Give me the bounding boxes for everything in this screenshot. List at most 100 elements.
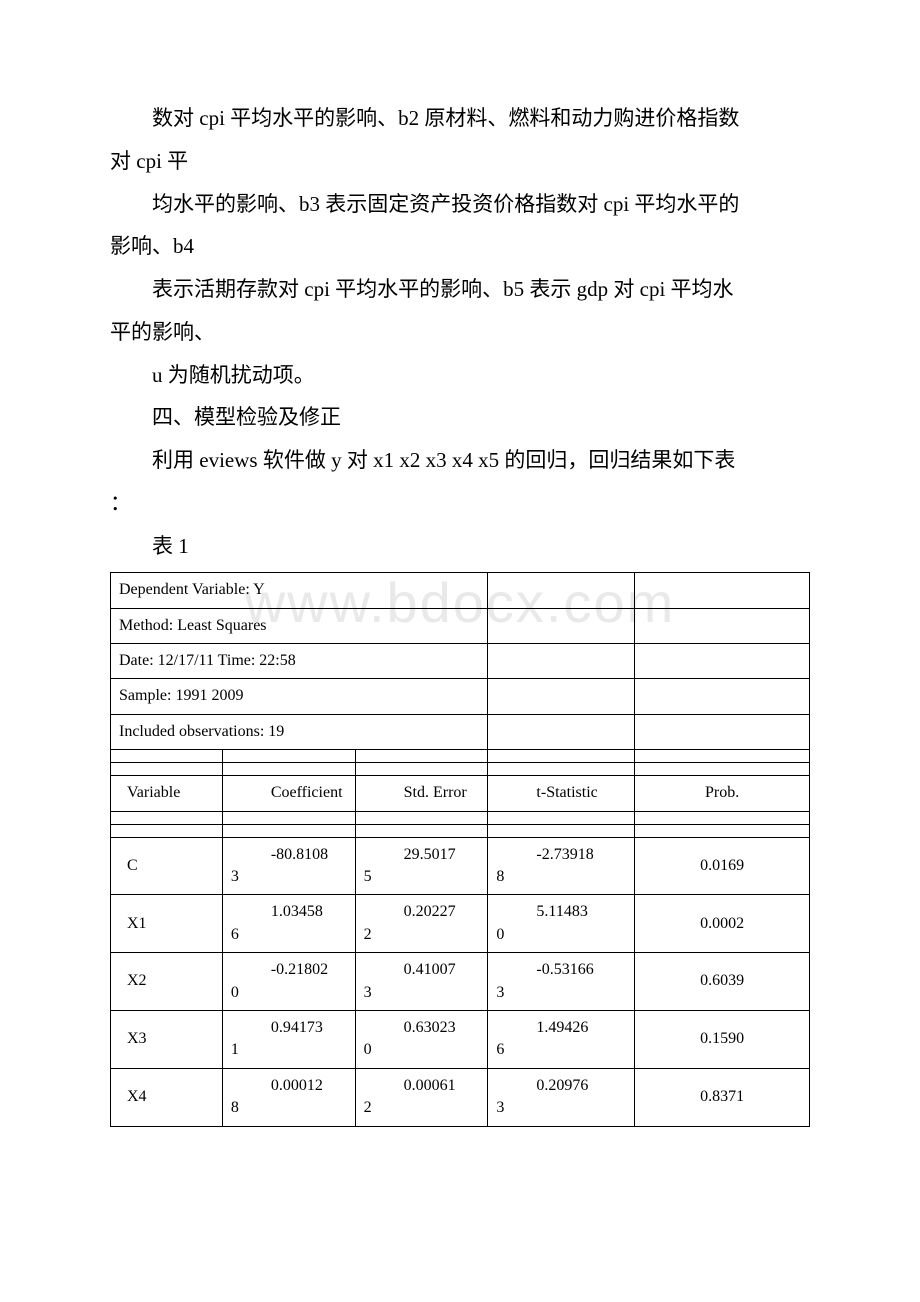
cell-tstat: 1.494266: [488, 1010, 635, 1068]
cell-empty: [488, 714, 635, 749]
cell-empty: [355, 824, 488, 837]
text: 对 cpi 平: [110, 149, 188, 173]
cell-dep-var: Dependent Variable: Y: [111, 573, 488, 608]
cell-empty: [355, 763, 488, 776]
table-row: [111, 811, 810, 824]
cell-variable: X1: [111, 895, 223, 953]
cell-empty: [635, 573, 810, 608]
table-row: [111, 763, 810, 776]
text: 影响、b4: [110, 234, 194, 258]
cell-stderror: 0.202272: [355, 895, 488, 953]
cell-date: Date: 12/17/11 Time: 22:58: [111, 644, 488, 679]
paragraph: 平的影响、: [110, 314, 810, 351]
cell-method: Method: Least Squares: [111, 608, 488, 643]
cell-empty: [222, 763, 355, 776]
cell-empty: [488, 573, 635, 608]
paragraph: ：: [110, 485, 810, 522]
cell-empty: [222, 750, 355, 763]
text: 平的影响、: [110, 320, 215, 344]
cell-empty: [355, 811, 488, 824]
table-row: Dependent Variable: Y: [111, 573, 810, 608]
paragraph: 利用 eviews 软件做 y 对 x1 x2 x3 x4 x5 的回归，回归结…: [110, 442, 810, 479]
cell-stderror: 29.50175: [355, 837, 488, 895]
table-row: Included observations: 19: [111, 714, 810, 749]
table-row: Date: 12/17/11 Time: 22:58: [111, 644, 810, 679]
table-caption: 表 1: [110, 528, 810, 565]
cell-coefficient: 1.034586: [222, 895, 355, 953]
col-stderror: Std. Error: [355, 776, 488, 811]
cell-empty: [355, 750, 488, 763]
text: ：: [110, 491, 131, 515]
cell-empty: [488, 644, 635, 679]
table-row: [111, 824, 810, 837]
document-page: 数对 cpi 平均水平的影响、b2 原材料、燃料和动力购进价格指数 对 cpi …: [0, 0, 920, 1177]
table-row: C-80.8108329.50175-2.7391880.0169: [111, 837, 810, 895]
text: 数对 cpi 平均水平的影响、b2 原材料、燃料和动力购进价格指数: [152, 106, 739, 130]
cell-empty: [635, 763, 810, 776]
cell-coefficient: -80.81083: [222, 837, 355, 895]
cell-empty: [488, 824, 635, 837]
cell-empty: [222, 824, 355, 837]
cell-empty: [488, 763, 635, 776]
cell-empty: [488, 608, 635, 643]
col-variable: Variable: [111, 776, 223, 811]
cell-empty: [635, 608, 810, 643]
cell-sample: Sample: 1991 2009: [111, 679, 488, 714]
paragraph: 对 cpi 平: [110, 143, 810, 180]
cell-variable: X2: [111, 953, 223, 1011]
cell-obs: Included observations: 19: [111, 714, 488, 749]
cell-variable: X4: [111, 1068, 223, 1126]
paragraph: 表示活期存款对 cpi 平均水平的影响、b5 表示 gdp 对 cpi 平均水: [110, 271, 810, 308]
cell-empty: [635, 824, 810, 837]
cell-empty: [635, 811, 810, 824]
cell-empty: [111, 811, 223, 824]
cell-tstat: -2.739188: [488, 837, 635, 895]
paragraph: 四、模型检验及修正: [110, 399, 810, 436]
cell-empty: [222, 811, 355, 824]
cell-coefficient: -0.218020: [222, 953, 355, 1011]
cell-empty: [111, 750, 223, 763]
cell-empty: [488, 679, 635, 714]
cell-coefficient: 0.000128: [222, 1068, 355, 1126]
cell-prob: 0.6039: [635, 953, 810, 1011]
col-tstat: t-Statistic: [488, 776, 635, 811]
cell-variable: X3: [111, 1010, 223, 1068]
cell-empty: [635, 644, 810, 679]
paragraph: u 为随机扰动项。: [110, 357, 810, 394]
text: 利用 eviews 软件做 y 对 x1 x2 x3 x4 x5 的回归，回归结…: [152, 448, 735, 472]
table-row: Method: Least Squares: [111, 608, 810, 643]
cell-prob: 0.0002: [635, 895, 810, 953]
cell-empty: [635, 714, 810, 749]
cell-empty: [488, 811, 635, 824]
paragraph: 均水平的影响、b3 表示固定资产投资价格指数对 cpi 平均水平的: [110, 186, 810, 223]
cell-tstat: 5.114830: [488, 895, 635, 953]
table-row: [111, 750, 810, 763]
table-header-row: Variable Coefficient Std. Error t-Statis…: [111, 776, 810, 811]
text: 表 1: [152, 534, 189, 558]
cell-prob: 0.1590: [635, 1010, 810, 1068]
paragraph: 影响、b4: [110, 228, 810, 265]
table-row: Sample: 1991 2009: [111, 679, 810, 714]
table-row: X11.0345860.2022725.1148300.0002: [111, 895, 810, 953]
col-prob: Prob.: [635, 776, 810, 811]
cell-stderror: 0.000612: [355, 1068, 488, 1126]
text: 均水平的影响、b3 表示固定资产投资价格指数对 cpi 平均水平的: [152, 192, 739, 216]
cell-variable: C: [111, 837, 223, 895]
col-coefficient: Coefficient: [222, 776, 355, 811]
cell-tstat: -0.531663: [488, 953, 635, 1011]
cell-tstat: 0.209763: [488, 1068, 635, 1126]
table-row: X30.9417310.6302301.4942660.1590: [111, 1010, 810, 1068]
table-row: X2-0.2180200.410073-0.5316630.6039: [111, 953, 810, 1011]
paragraph: 数对 cpi 平均水平的影响、b2 原材料、燃料和动力购进价格指数: [110, 100, 810, 137]
cell-prob: 0.8371: [635, 1068, 810, 1126]
cell-empty: [635, 750, 810, 763]
text: u 为随机扰动项。: [152, 363, 315, 387]
cell-empty: [635, 679, 810, 714]
text: 表示活期存款对 cpi 平均水平的影响、b5 表示 gdp 对 cpi 平均水: [152, 277, 734, 301]
cell-coefficient: 0.941731: [222, 1010, 355, 1068]
table-row: X40.0001280.0006120.2097630.8371: [111, 1068, 810, 1126]
cell-stderror: 0.630230: [355, 1010, 488, 1068]
cell-prob: 0.0169: [635, 837, 810, 895]
regression-table: Dependent Variable: Y Method: Least Squa…: [110, 572, 810, 1126]
cell-empty: [111, 824, 223, 837]
